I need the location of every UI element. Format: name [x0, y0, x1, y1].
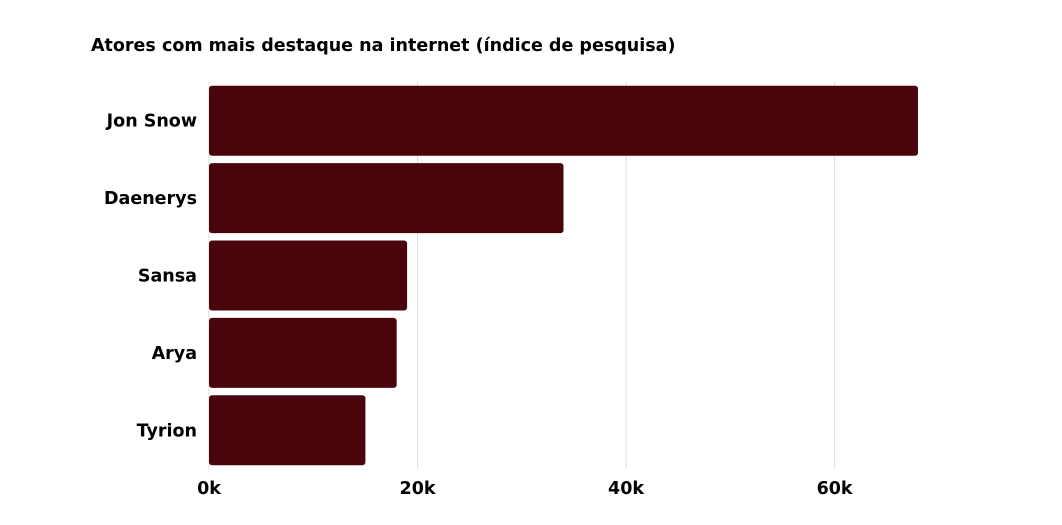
- x-tick-label: 60k: [817, 479, 853, 499]
- x-tick-label: 0k: [197, 479, 221, 499]
- category-label: Tyrion: [137, 421, 197, 441]
- bar: [209, 317, 397, 388]
- chart-title: Atores com mais destaque na internet (ín…: [91, 36, 676, 56]
- bar: [209, 240, 408, 311]
- category-label: Arya: [152, 344, 197, 364]
- x-tick-label: 20k: [400, 479, 436, 499]
- x-tick-label: 40k: [608, 479, 644, 499]
- category-label: Daenerys: [104, 189, 197, 209]
- bar: [209, 163, 564, 234]
- bar: [209, 395, 366, 466]
- category-label: Sansa: [138, 267, 197, 287]
- category-label: Jon Snow: [106, 112, 197, 132]
- bar: [209, 85, 918, 156]
